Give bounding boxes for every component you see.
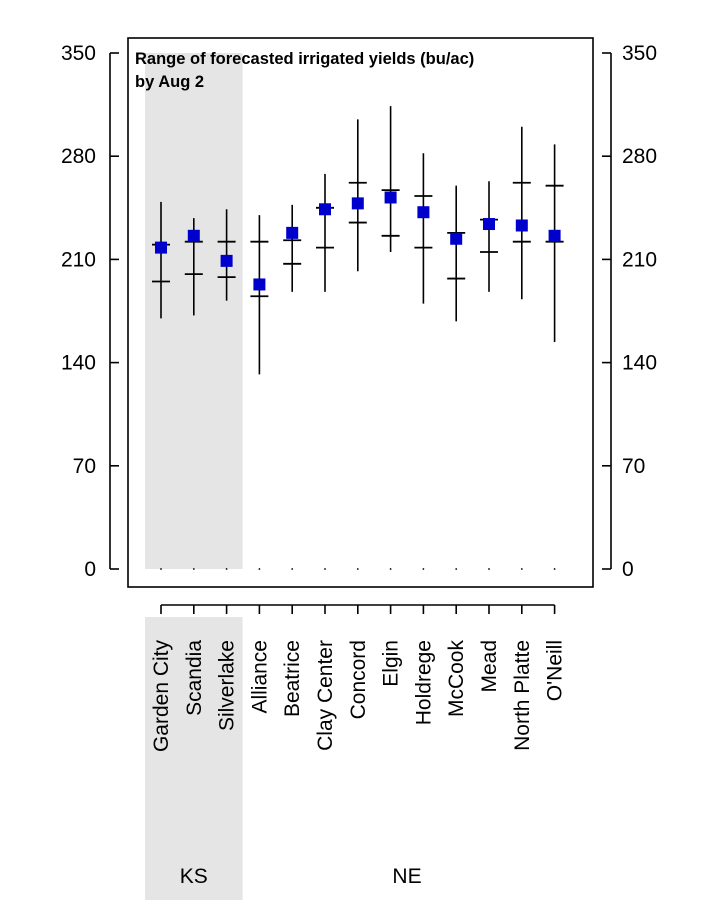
category-label: Beatrice	[281, 640, 304, 717]
y-tick-label-right: 280	[622, 145, 657, 168]
baseline-dot	[488, 568, 490, 570]
category-label: McCook	[445, 640, 468, 718]
baseline-dot	[160, 568, 162, 570]
range-mark-2	[217, 209, 236, 301]
plot-frame	[127, 37, 594, 588]
forecast-point	[319, 203, 331, 216]
category-label: Elgin	[380, 640, 403, 687]
range-mark-6	[348, 119, 367, 272]
range-marks	[152, 106, 564, 375]
forecast-point	[483, 218, 495, 231]
baseline-dot	[225, 568, 228, 570]
title-line-1: Range of forecasted irrigated yields (bu…	[135, 50, 474, 68]
forecast-point	[155, 241, 167, 254]
baseline-dot	[258, 568, 261, 570]
y-axis-right: 0 70 140 210 280 350	[602, 42, 657, 581]
x-axis	[160, 568, 556, 614]
baseline-dot	[291, 568, 294, 570]
y-tick-label-left: 70	[73, 455, 96, 478]
category-label: Garden City	[150, 640, 173, 753]
y-tick-label-left: 210	[61, 248, 96, 271]
range-mark-4	[283, 204, 302, 292]
baseline-dot	[553, 568, 556, 570]
group-shade-labels-0	[145, 617, 243, 900]
forecast-point	[220, 254, 233, 267]
baseline-dot	[389, 568, 392, 570]
y-tick-label-right: 0	[622, 558, 634, 581]
category-label: Holdrege	[412, 640, 435, 725]
title-line-2: by Aug 2	[135, 73, 204, 91]
range-mark-0	[152, 201, 170, 319]
y-tick-label-right: 350	[622, 42, 657, 65]
y-tick-label-right: 140	[622, 352, 657, 375]
y-tick-label-right: 70	[622, 455, 645, 478]
forecast-point	[187, 229, 200, 242]
range-mark-8	[414, 153, 433, 304]
category-label: Clay Center	[314, 640, 337, 751]
range-mark-12	[545, 144, 564, 342]
group-labels: KS NE	[180, 865, 422, 888]
forecast-point	[253, 278, 266, 291]
forecast-point	[515, 219, 528, 232]
category-label: O'Neill	[544, 640, 567, 701]
range-mark-10	[480, 181, 498, 292]
forecast-point	[351, 197, 364, 210]
forecast-point	[417, 206, 430, 219]
range-mark-3	[250, 215, 269, 375]
forecast-point	[548, 229, 561, 242]
category-label: North Platte	[511, 640, 534, 751]
group-shading-layer	[145, 53, 243, 900]
forecast-point	[286, 226, 299, 239]
group-label: NE	[392, 865, 421, 888]
y-tick-label-right: 210	[622, 248, 657, 271]
baseline-dot	[455, 568, 458, 570]
baseline-dot	[520, 568, 523, 570]
y-tick-label-left: 280	[61, 145, 96, 168]
range-mark-7	[381, 106, 400, 253]
category-labels: Garden City Scandia Silverlake Alliance Beat…	[150, 640, 567, 753]
baseline-dot	[422, 568, 425, 570]
forecast-point	[384, 191, 397, 204]
baseline-dot	[356, 568, 359, 570]
y-tick-label-left: 350	[61, 42, 96, 65]
group-label: KS	[180, 865, 208, 888]
range-mark-9	[447, 185, 466, 322]
category-label: Mead	[478, 640, 501, 693]
range-mark-1	[184, 218, 203, 316]
baseline-dot	[324, 568, 326, 570]
baseline-dot	[192, 568, 195, 570]
category-label: Scandia	[183, 640, 206, 716]
y-tick-label-left: 140	[61, 352, 96, 375]
category-label: Silverlake	[216, 640, 239, 731]
category-label: Alliance	[248, 640, 271, 714]
category-label: Concord	[347, 640, 370, 719]
forecast-point	[450, 232, 463, 245]
y-tick-label-left: 0	[84, 558, 96, 581]
range-mark-5	[316, 173, 334, 292]
range-mark-11	[512, 126, 531, 300]
chart-title: Range of forecasted irrigated yields (bu…	[135, 50, 474, 91]
y-axis-left: 0 70 140 210 280 350	[61, 42, 119, 581]
